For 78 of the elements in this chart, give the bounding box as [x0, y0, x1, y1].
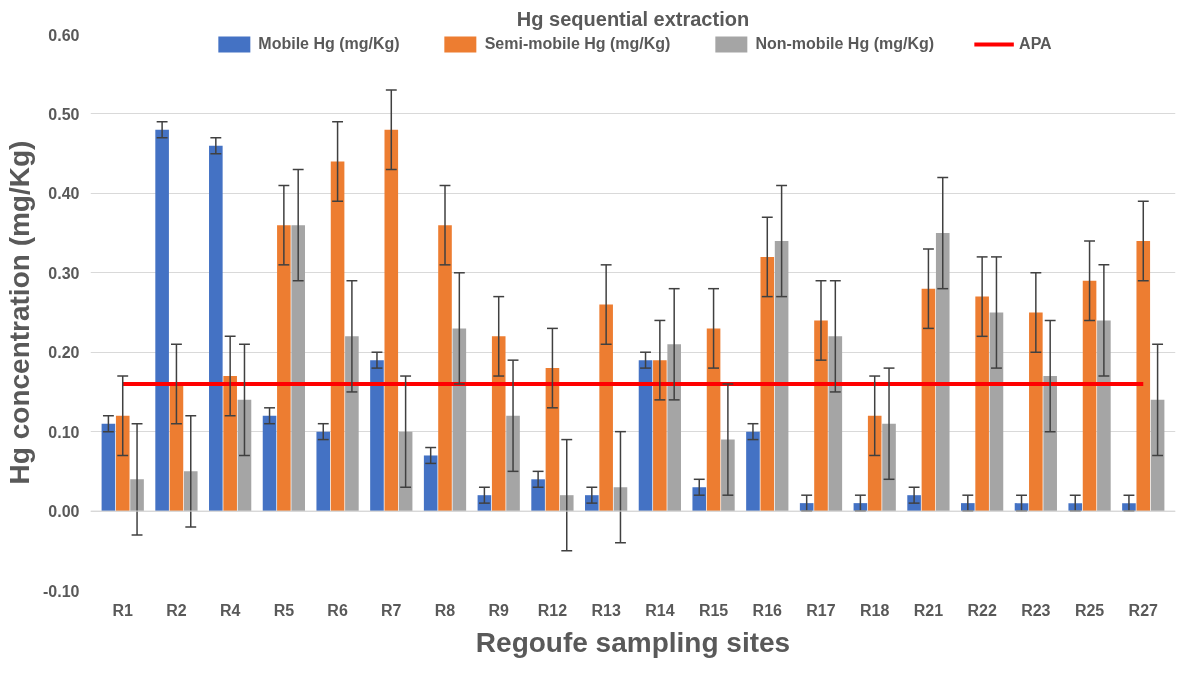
bar — [384, 129, 399, 512]
bar — [921, 288, 936, 512]
bar — [814, 320, 828, 512]
x-tick-label: R4 — [219, 601, 241, 619]
x-axis-title: Regoufe sampling sites — [475, 626, 791, 658]
bar — [1097, 320, 1111, 512]
bar — [531, 479, 545, 512]
bar — [1150, 399, 1165, 512]
bar — [115, 415, 130, 512]
x-tick-label: R5 — [273, 601, 295, 619]
x-tick-label: R12 — [537, 601, 568, 619]
x-tick-label: R16 — [752, 601, 783, 619]
legend-label: Non-mobile Hg (mg/Kg) — [755, 35, 935, 53]
x-tick-label: R21 — [913, 601, 944, 619]
bar — [545, 368, 560, 512]
x-tick-label: R14 — [645, 601, 675, 619]
bar — [653, 360, 667, 512]
bar — [101, 423, 116, 512]
x-tick-label: R22 — [967, 601, 997, 619]
x-tick-label: R18 — [860, 601, 890, 619]
bar — [867, 415, 882, 512]
y-axis-title: Hg concentration (mg/Kg) — [4, 140, 36, 485]
bar — [935, 233, 950, 512]
bar — [975, 296, 989, 512]
bar — [423, 455, 438, 512]
bar — [291, 225, 305, 512]
bar — [989, 312, 1004, 512]
y-tick-label: 0.20 — [48, 344, 80, 362]
y-tick-label: 0.40 — [48, 185, 80, 203]
bar — [237, 399, 252, 512]
x-tick-label: R23 — [1021, 601, 1051, 619]
bar — [774, 241, 789, 512]
bar — [491, 336, 506, 512]
x-tick-label: R27 — [1128, 601, 1159, 619]
bar — [316, 431, 331, 512]
bar — [155, 129, 169, 512]
x-tick-label: R8 — [434, 601, 456, 619]
bar — [370, 360, 384, 512]
bar — [169, 383, 184, 512]
x-tick-label: R2 — [166, 601, 187, 619]
x-tick-label: R1 — [112, 601, 134, 619]
bar — [667, 344, 681, 512]
y-tick-label: -0.10 — [43, 582, 80, 600]
bar — [223, 376, 237, 512]
x-tick-label: R15 — [698, 601, 729, 619]
x-tick-label: R7 — [381, 601, 402, 619]
chart-title: Hg sequential extraction — [516, 7, 750, 30]
bar — [438, 225, 452, 512]
bar — [706, 328, 721, 512]
x-tick-label: R9 — [488, 601, 510, 619]
bar — [277, 225, 291, 512]
bar — [452, 328, 467, 512]
bar — [1043, 376, 1057, 512]
y-tick-label: 0.50 — [48, 105, 80, 123]
legend-label: APA — [1019, 35, 1052, 53]
x-tick-label: R13 — [591, 601, 621, 619]
bar — [828, 336, 843, 512]
bar — [746, 431, 760, 512]
bar — [345, 336, 359, 512]
bar — [638, 360, 653, 512]
y-tick-label: 0.30 — [48, 264, 80, 282]
y-tick-label: 0.10 — [48, 423, 80, 441]
bar — [398, 431, 413, 512]
bar — [1029, 312, 1043, 512]
legend-label: Semi-mobile Hg (mg/Kg) — [484, 35, 671, 53]
bar — [262, 415, 277, 512]
bar — [760, 256, 775, 512]
x-tick-label: R17 — [806, 601, 836, 619]
bar — [1082, 280, 1097, 512]
y-tick-label: 0.60 — [48, 26, 80, 44]
legend-label: Mobile Hg (mg/Kg) — [258, 35, 400, 53]
x-tick-label: R6 — [327, 601, 348, 619]
y-tick-label: 0.00 — [48, 503, 80, 521]
bar — [209, 145, 223, 512]
bar — [599, 304, 613, 512]
bar — [1136, 241, 1151, 512]
bar — [330, 161, 345, 512]
x-tick-label: R25 — [1074, 601, 1105, 619]
